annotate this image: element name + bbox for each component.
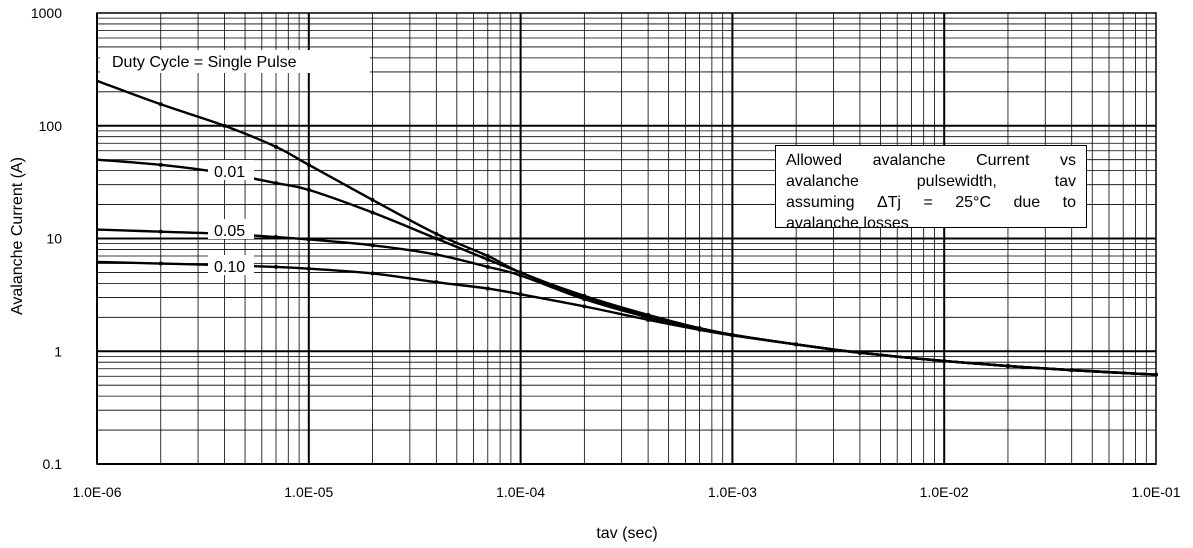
x-axis-label: tav (sec) (596, 525, 657, 542)
series-label-010: 0.10 (208, 255, 254, 276)
data-point (857, 350, 862, 355)
tick-labels: 1.0E-06 1.0E-05 1.0E-04 1.0E-03 1.0E-02 1.0E-… (31, 5, 1181, 500)
data-point (485, 253, 490, 258)
x-tick-label: 1.0E-06 (72, 484, 121, 500)
data-point (158, 261, 163, 266)
data-point (485, 286, 490, 291)
series-label-0-10: 0.10 (214, 259, 245, 276)
data-point (370, 210, 375, 215)
data-point (582, 304, 587, 309)
note-line-2: avalanche pulsewidth, tav (786, 173, 1076, 190)
x-tick-label: 1.0E-01 (1131, 484, 1180, 500)
y-tick-label: 10 (46, 231, 62, 247)
data-point (306, 187, 311, 192)
series-label-005-bg (208, 219, 254, 239)
x-tick-label: 1.0E-03 (708, 484, 757, 500)
series-label-005: 0.05 (208, 219, 254, 240)
series-label-001: 0.01 (208, 160, 254, 181)
data-point (1069, 368, 1074, 373)
data-point (485, 264, 490, 269)
data-point (273, 264, 278, 269)
legend-label: Duty Cycle = Single Pulse (112, 54, 297, 71)
note-line-1: Allowed avalanche Current vs (786, 152, 1076, 169)
grid (96, 13, 1156, 465)
series-label-010-bg (208, 255, 254, 275)
y-axis-label: Avalanche Current (A) (9, 157, 26, 315)
data-point (1005, 363, 1010, 368)
y-tick-label: 1 (54, 343, 62, 359)
data-point (273, 235, 278, 240)
series-label-001-bg (208, 160, 254, 180)
note-line-4: avalanche losses (786, 215, 909, 232)
data-point (158, 162, 163, 167)
data-point (222, 123, 227, 128)
y-tick-label: 100 (39, 118, 63, 134)
data-point (794, 342, 799, 347)
data-point (434, 231, 439, 236)
data-point (518, 273, 523, 278)
legend-label-group: Duty Cycle = Single Pulse (100, 50, 370, 73)
x-tick-label: 1.0E-05 (284, 484, 333, 500)
data-point (730, 333, 735, 338)
legend-label-bg (100, 50, 370, 73)
data-point (306, 162, 311, 167)
series-line-0-10 (96, 260, 1157, 376)
data-point (434, 280, 439, 285)
data-point (370, 197, 375, 202)
series-label-0-01: 0.01 (214, 164, 245, 181)
data-point (697, 327, 702, 332)
data-point (370, 271, 375, 276)
data-point (370, 243, 375, 248)
data-point (434, 252, 439, 257)
y-tick-label: 0.1 (43, 456, 63, 472)
data-point (646, 317, 651, 322)
data-point (158, 102, 163, 107)
x-tick-label: 1.0E-02 (920, 484, 969, 500)
x-tick-label: 1.0E-04 (496, 484, 545, 500)
data-point (434, 236, 439, 241)
plot-frame (96, 12, 1157, 465)
y-tick-label: 1000 (31, 5, 62, 21)
data-point (518, 270, 523, 275)
data-point (306, 266, 311, 271)
data-point (518, 292, 523, 297)
series-label-0-05: 0.05 (214, 223, 245, 240)
data-point (942, 358, 947, 363)
data-point (273, 144, 278, 149)
note-box: Allowed avalanche Current vs avalanche p… (775, 145, 1087, 232)
data-point (485, 257, 490, 262)
data-point (158, 229, 163, 234)
series-line-0-05 (96, 228, 1157, 376)
data-point (306, 237, 311, 242)
data-point (582, 297, 587, 302)
data-point (273, 181, 278, 186)
note-line-3: assuming ΔTj = 25°C due to (786, 194, 1076, 211)
